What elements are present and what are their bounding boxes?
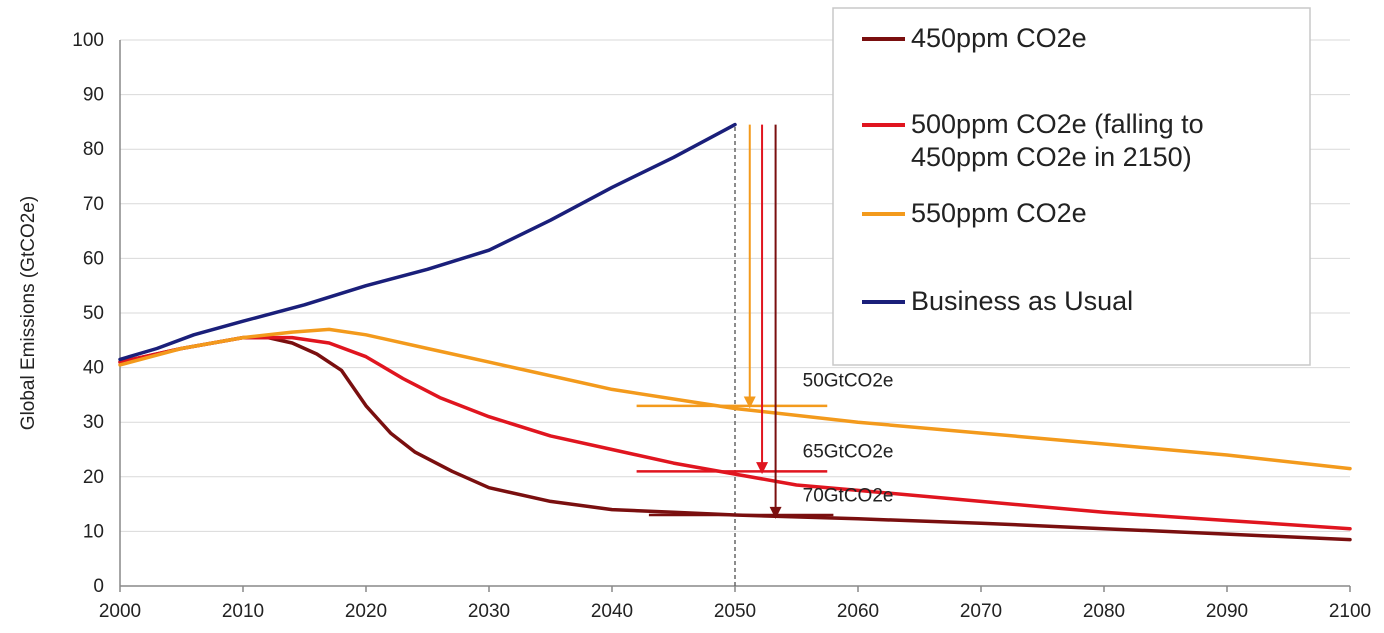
y-tick-label: 50 bbox=[83, 303, 104, 324]
x-tick-label: 2010 bbox=[222, 601, 264, 622]
y-tick-label: 100 bbox=[72, 30, 104, 51]
annotation-label: 70GtCO2e bbox=[803, 485, 894, 506]
legend-box bbox=[832, 7, 1311, 366]
y-tick-label: 90 bbox=[83, 85, 104, 106]
y-tick-label: 80 bbox=[83, 139, 104, 160]
legend: 450ppm CO2e 500ppm CO2e (falling to450ppm… bbox=[832, 7, 1311, 366]
legend-label: 450ppm CO2e bbox=[911, 23, 1087, 53]
x-tick-label: 2030 bbox=[468, 601, 510, 622]
x-tick-label: 2040 bbox=[591, 601, 633, 622]
x-tick-label: 2060 bbox=[837, 601, 879, 622]
y-tick-label: 0 bbox=[93, 576, 104, 597]
series-550ppm bbox=[118, 327, 1352, 471]
y-tick-labels: 0 10 20 30 40 50 60 70 80 90 100 bbox=[72, 30, 104, 597]
x-tick-label: 2100 bbox=[1329, 601, 1371, 622]
x-tick-label: 2000 bbox=[99, 601, 141, 622]
arrow-head bbox=[769, 506, 782, 519]
x-tick-label: 2080 bbox=[1083, 601, 1125, 622]
y-tick-label: 60 bbox=[83, 248, 104, 269]
x-tick-label: 2070 bbox=[960, 601, 1002, 622]
y-tick-label: 30 bbox=[83, 412, 104, 433]
annotation-label: 50GtCO2e bbox=[803, 371, 894, 392]
legend-label: 550ppm CO2e bbox=[911, 198, 1087, 228]
y-tick-label: 10 bbox=[83, 521, 104, 542]
annotations: 50GtCO2e 65GtCO2e 70GtCO2e bbox=[803, 371, 894, 507]
x-tick-label: 2050 bbox=[714, 601, 756, 622]
arrow-head bbox=[743, 396, 756, 409]
y-tick-label: 70 bbox=[83, 194, 104, 215]
x-tick-labels: 2000 2010 2020 2030 2040 2050 2060 2070 2080 2090… bbox=[99, 586, 1371, 622]
arrows bbox=[743, 124, 782, 519]
y-axis-label: Global Emissions (GtCO2e) bbox=[18, 196, 39, 430]
legend-label: 500ppm CO2e (falling to bbox=[911, 109, 1204, 139]
series-450ppm bbox=[118, 335, 1352, 542]
series-500ppm bbox=[118, 335, 1352, 531]
x-tick-label: 2020 bbox=[345, 601, 387, 622]
annotation-label: 65GtCO2e bbox=[803, 442, 894, 463]
x-tick-label: 2090 bbox=[1206, 601, 1248, 622]
series-business-as-usual bbox=[118, 122, 737, 362]
legend-label: Business as Usual bbox=[911, 286, 1133, 316]
legend-label: 450ppm CO2e in 2150) bbox=[911, 142, 1192, 172]
y-tick-label: 20 bbox=[83, 467, 104, 488]
series-lines bbox=[118, 122, 1352, 542]
arrow-head bbox=[756, 462, 769, 475]
y-tick-label: 40 bbox=[83, 358, 104, 379]
